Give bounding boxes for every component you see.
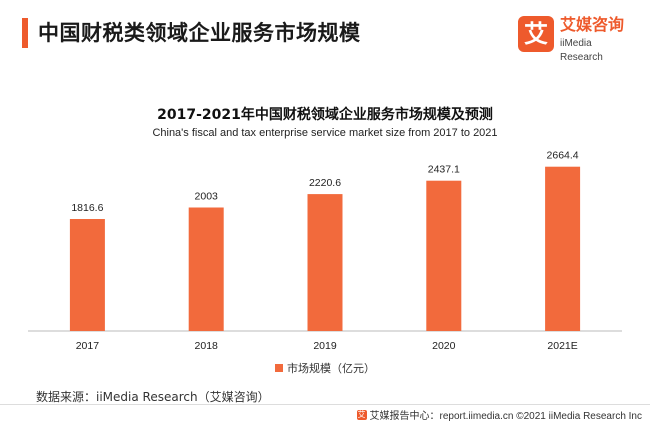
footer-text: 艾媒报告中心：report.iimedia.cn ©2021 iiMedia R… [369,411,642,422]
legend-label: 市场规模（亿元） [287,362,375,375]
logo-mark-icon: 艾 [518,16,554,52]
bar-2021E [545,166,581,331]
data-label-2017: 1816.6 [71,202,103,214]
data-label-2018: 2003 [195,191,219,203]
legend-swatch [275,364,283,372]
x-tick-label-2017: 2017 [76,340,100,352]
bar-2020 [426,180,462,331]
data-label-2020: 2437.1 [428,164,460,176]
title-accent-bar [22,18,28,48]
data-label-2021E: 2664.4 [547,150,579,162]
iimedia-logo: 艾 艾媒咨询 iiMedia Research [518,14,636,63]
data-label-2019: 2220.6 [309,177,341,189]
chart-title: 2017-2021年中国财税领域企业服务市场规模及预测 [157,107,493,123]
x-tick-label-2020: 2020 [432,340,456,352]
bar-2017 [69,219,105,331]
bar-2018 [188,207,224,331]
chart-subtitle: China's fiscal and tax enterprise servic… [152,127,498,139]
bar-2019 [307,194,343,331]
x-tick-label-2018: 2018 [195,340,219,352]
chart-legend: 市场规模（亿元） [0,360,650,376]
footer-divider [0,404,650,405]
footer-logo-icon: 艾 [356,410,367,421]
footer: 艾艾媒报告中心：report.iimedia.cn ©2021 iiMedia … [356,407,642,422]
page-title: 中国财税类领域企业服务市场规模 [38,21,361,45]
x-tick-label-2019: 2019 [313,340,337,352]
x-tick-label-2021E: 2021E [547,340,577,352]
logo-english-name: iiMedia Research [560,38,603,63]
data-source: 数据来源：iiMedia Research（艾媒咨询） [36,390,270,404]
logo-chinese-name: 艾媒咨询 [560,15,625,34]
